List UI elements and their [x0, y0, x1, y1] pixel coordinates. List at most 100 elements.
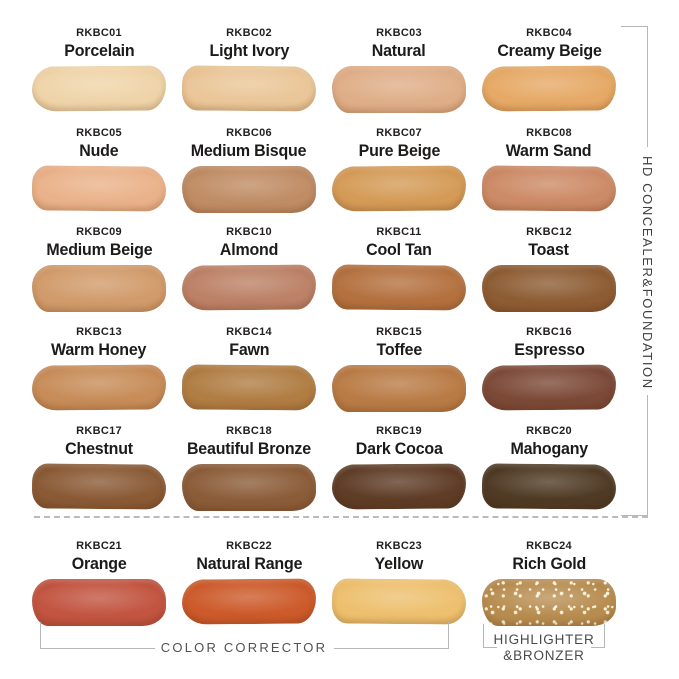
swatch-cell-rkbc07: RKBC07 Pure Beige	[324, 114, 474, 214]
swatch-cell-rkbc20: RKBC20 Mahogany	[474, 412, 624, 512]
swatch-cell-rkbc24: RKBC24 Rich Gold	[474, 527, 624, 627]
shade-swatch	[482, 579, 616, 626]
shade-name: Creamy Beige	[496, 41, 602, 60]
shade-swatch	[332, 364, 466, 412]
shade-name: Toast	[528, 240, 570, 259]
swatch-cell-rkbc23: RKBC23 Yellow	[324, 527, 474, 627]
shade-code: RKBC08	[526, 126, 572, 139]
shade-code: RKBC22	[226, 540, 272, 552]
highlighter-label-line2: &BRONZER	[503, 648, 585, 663]
shade-name: Light Ivory	[209, 41, 289, 60]
highlighter-bracket-right	[591, 624, 605, 648]
swatch-cell-rkbc08: RKBC08 Warm Sand	[474, 114, 624, 214]
right-bracket-bottom	[621, 394, 648, 516]
shade-code: RKBC03	[376, 27, 422, 39]
shade-swatch	[32, 265, 166, 312]
shade-code: RKBC15	[376, 325, 422, 338]
shade-code: RKBC06	[226, 126, 272, 139]
shade-name: Rich Gold	[512, 554, 586, 573]
color-corrector-bracket-left	[40, 622, 155, 649]
swatch-cell-rkbc17: RKBC17 Chestnut	[24, 412, 174, 512]
swatch-cell-rkbc04: RKBC04 Creamy Beige	[474, 14, 624, 114]
swatch-cell-rkbc13: RKBC13 Warm Honey	[24, 313, 174, 413]
swatch-cell-rkbc14: RKBC14 Fawn	[174, 313, 324, 413]
color-corrector-bracket-right	[334, 622, 449, 649]
swatch-cell-rkbc02: RKBC02 Light Ivory	[174, 14, 324, 114]
shade-code: RKBC14	[226, 325, 272, 338]
shade-code: RKBC13	[76, 325, 122, 338]
shade-swatch	[32, 579, 166, 626]
shade-code: RKBC17	[76, 425, 122, 437]
shade-name: Beautiful Bronze	[187, 439, 311, 458]
shade-swatch	[331, 164, 467, 212]
shade-swatch	[481, 65, 617, 112]
section-label-hd-concealer-foundation: HD CONCEALER&FOUNDATION	[639, 150, 656, 395]
shade-swatch	[31, 65, 167, 112]
shade-code: RKBC10	[226, 226, 272, 238]
shade-code: RKBC20	[526, 425, 572, 437]
swatch-cell-rkbc03: RKBC03 Natural	[324, 14, 474, 114]
shade-code: RKBC21	[76, 540, 122, 552]
swatch-cell-rkbc10: RKBC10 Almond	[174, 213, 324, 313]
shade-code: RKBC04	[526, 27, 572, 39]
swatch-grid-main: RKBC01 Porcelain RKBC02 Light Ivory RKBC03 Na…	[24, 14, 624, 512]
shade-code: RKBC23	[376, 540, 422, 552]
shade-swatch	[481, 463, 617, 510]
swatch-cell-rkbc16: RKBC16 Espresso	[474, 313, 624, 413]
shade-name: Fawn	[228, 339, 270, 359]
section-label-color-corrector: COLOR CORRECTOR	[160, 640, 328, 655]
shade-code: RKBC02	[226, 27, 272, 39]
shade-swatch	[482, 265, 616, 312]
shade-swatch	[31, 164, 167, 212]
shade-code: RKBC09	[76, 226, 122, 238]
shade-code: RKBC07	[376, 126, 422, 139]
shade-swatch	[332, 66, 466, 113]
shade-name: Toffee	[376, 339, 422, 359]
highlighter-label-line1: HIGHLIGHTER	[493, 632, 595, 647]
shade-name: Almond	[219, 240, 279, 259]
right-bracket-top	[621, 26, 648, 147]
shade-name: Porcelain	[63, 41, 135, 60]
shade-name: Warm Honey	[51, 339, 147, 359]
shade-code: RKBC18	[226, 425, 272, 437]
shade-name: Dark Cocoa	[355, 439, 443, 458]
shade-name: Orange	[71, 554, 127, 573]
swatch-cell-rkbc11: RKBC11 Cool Tan	[324, 213, 474, 313]
shade-name: Nude	[79, 140, 119, 160]
swatch-cell-rkbc12: RKBC12 Toast	[474, 213, 624, 313]
shade-name: Mahogany	[510, 439, 588, 458]
shade-code: RKBC24	[526, 540, 572, 552]
shade-code: RKBC12	[526, 226, 572, 238]
shade-code: RKBC05	[76, 126, 122, 139]
shade-swatch	[181, 65, 317, 112]
section-label-highlighter-bronzer: HIGHLIGHTER &BRONZER	[482, 632, 606, 664]
shade-name: Natural Range	[196, 554, 302, 573]
shade-code: RKBC19	[376, 425, 422, 437]
highlighter-bracket-left	[483, 624, 497, 648]
swatch-cell-rkbc19: RKBC19 Dark Cocoa	[324, 412, 474, 512]
shade-swatch	[331, 578, 467, 625]
swatch-grid-bottom: RKBC21 Orange RKBC22 Natural Range RKBC23 Yel…	[24, 527, 624, 627]
shade-name: Natural	[372, 41, 426, 60]
section-divider-dashed	[34, 516, 648, 518]
swatch-cell-rkbc01: RKBC01 Porcelain	[24, 14, 174, 114]
shade-swatch	[182, 165, 316, 213]
shade-name: Chestnut	[65, 439, 133, 458]
shade-swatch	[181, 578, 317, 625]
swatch-cell-rkbc09: RKBC09 Medium Beige	[24, 213, 174, 313]
swatch-cell-rkbc22: RKBC22 Natural Range	[174, 527, 324, 627]
shade-swatch	[331, 463, 467, 510]
shade-swatch	[181, 264, 317, 311]
swatch-cell-rkbc21: RKBC21 Orange	[24, 527, 174, 627]
shade-swatch	[331, 264, 467, 311]
shade-code: RKBC01	[76, 27, 122, 39]
shade-swatch	[182, 464, 316, 511]
swatch-cell-rkbc05: RKBC05 Nude	[24, 114, 174, 214]
shade-swatch	[481, 164, 617, 212]
shade-swatch	[31, 363, 167, 411]
shade-swatch	[481, 363, 617, 411]
shade-swatch	[181, 363, 317, 411]
shade-name: Yellow	[374, 554, 424, 573]
shade-name: Warm Sand	[506, 140, 592, 160]
